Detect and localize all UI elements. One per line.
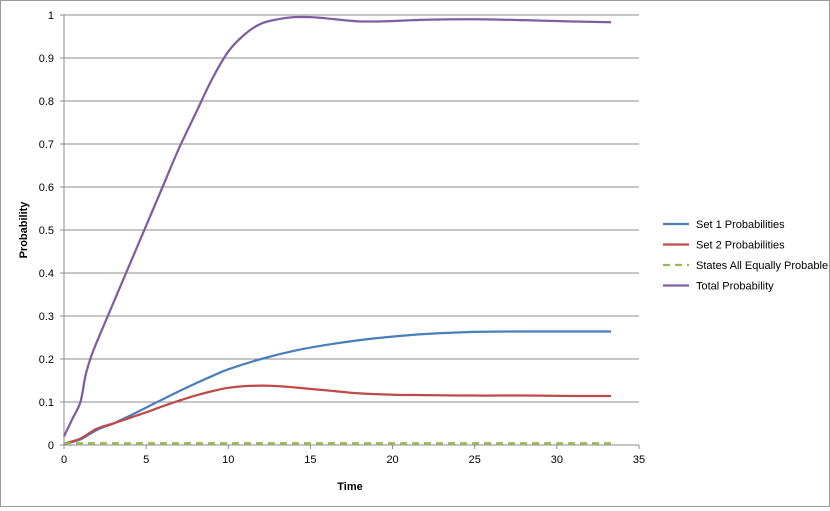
gridlines bbox=[64, 14, 639, 403]
x-tick-label: 10 bbox=[222, 454, 234, 466]
y-tick-label: 0.8 bbox=[39, 96, 54, 108]
y-tick-label: 1 bbox=[48, 10, 54, 22]
y-tick-label: 0.9 bbox=[39, 53, 54, 65]
x-tick-label: 15 bbox=[304, 454, 316, 466]
x-tick-label: 5 bbox=[143, 454, 149, 466]
series-line-2 bbox=[63, 384, 612, 445]
legend-label-1: Set 1 Probabilities bbox=[696, 219, 785, 231]
y-tick-label: 0.4 bbox=[39, 268, 54, 280]
y-axis-title: Probability bbox=[18, 201, 30, 259]
x-tick-label: 20 bbox=[386, 454, 398, 466]
legend-label-4: Total Probability bbox=[696, 281, 774, 293]
series-lines bbox=[62, 15, 612, 445]
y-tick-labels: 0 0.1 0.2 0.3 0.4 0.5 0.6 0.7 0.8 0.9 1 bbox=[39, 10, 54, 452]
x-tick-label: 0 bbox=[61, 454, 67, 466]
x-tick-label: 35 bbox=[633, 454, 645, 466]
y-tick-label: 0.3 bbox=[39, 311, 54, 323]
series-line-4 bbox=[62, 15, 612, 437]
y-tick-label: 0.7 bbox=[39, 139, 54, 151]
x-tick-label: 25 bbox=[469, 454, 481, 466]
legend-label-2: Set 2 Probabilities bbox=[696, 240, 785, 252]
y-tick-label: 0.5 bbox=[39, 225, 54, 237]
y-tick-label: 0.1 bbox=[39, 397, 54, 409]
axes bbox=[60, 14, 640, 449]
legend-label-3: States All Equally Probable bbox=[696, 260, 828, 272]
y-tick-label: 0.6 bbox=[39, 182, 54, 194]
y-tick-label: 0 bbox=[48, 440, 54, 452]
y-tick-label: 0.2 bbox=[39, 354, 54, 366]
legend: Set 1 Probabilities Set 2 Probabilities St… bbox=[663, 219, 828, 293]
x-axis-title: Time bbox=[337, 481, 362, 493]
x-tick-labels: 0 5 10 15 20 25 30 35 bbox=[61, 454, 645, 466]
series-line-1 bbox=[63, 330, 612, 445]
x-tick-label: 30 bbox=[551, 454, 563, 466]
